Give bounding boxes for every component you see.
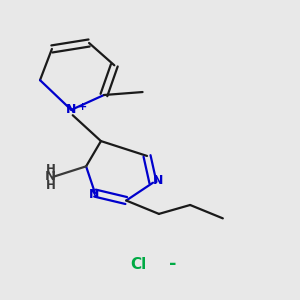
Text: Cl: Cl: [130, 257, 146, 272]
Text: N: N: [89, 188, 100, 201]
Text: N: N: [66, 103, 76, 116]
Text: +: +: [78, 103, 87, 112]
Text: N: N: [44, 170, 56, 183]
Text: N: N: [153, 174, 164, 188]
Text: H: H: [46, 163, 56, 176]
Text: H: H: [46, 178, 56, 192]
Text: -: -: [169, 255, 176, 273]
